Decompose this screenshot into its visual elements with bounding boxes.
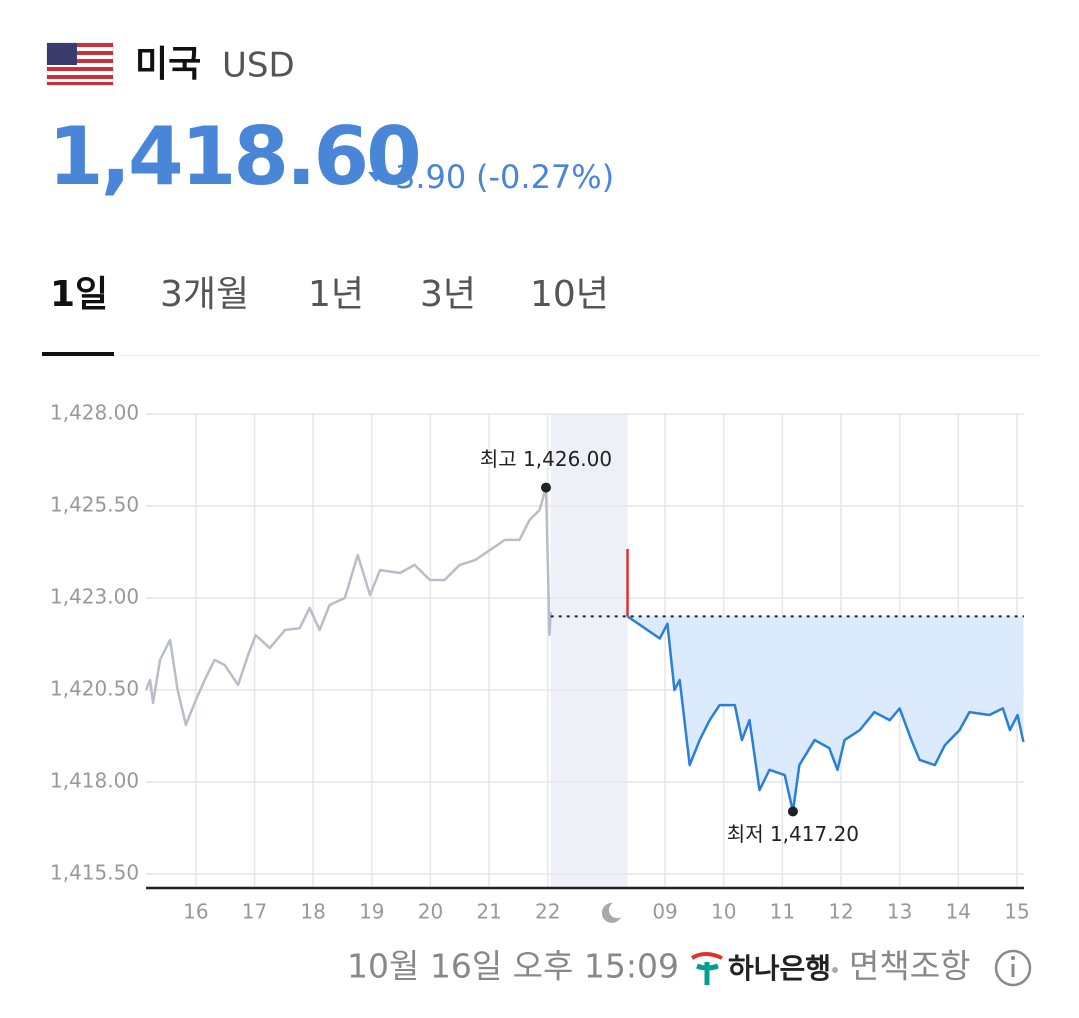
- x-tick-label: 09: [652, 900, 677, 924]
- change-pct: (-0.27%): [476, 158, 614, 196]
- x-tick-label: 11: [770, 900, 795, 924]
- y-tick-label: 1,418.00: [50, 769, 139, 793]
- tab[interactable]: 1년: [308, 274, 364, 315]
- disclaimer[interactable]: 면책조항: [849, 947, 970, 986]
- x-tick-label: 21: [476, 900, 501, 924]
- night-band: [550, 414, 628, 888]
- bank: 하나은행: [728, 952, 831, 985]
- x-tick-label: 10: [711, 900, 736, 924]
- line: [144, 486, 552, 727]
- timestamp: 10월 16일 오후 15:09: [347, 947, 679, 986]
- x-tick-label: 18: [300, 900, 325, 924]
- y-tick-label: 1,420.50: [50, 677, 139, 701]
- annotation: 최저 1,417.20: [727, 822, 859, 846]
- y-tick-label: 1,428.00: [50, 401, 139, 425]
- flag: [46, 42, 114, 86]
- night-icon: [601, 902, 621, 923]
- x-tick-label: 19: [359, 900, 384, 924]
- change: 3.90: [395, 158, 466, 196]
- line: [626, 615, 1025, 813]
- x-tick-label: 16: [183, 900, 208, 924]
- y-tick-label: 1,425.50: [50, 493, 139, 517]
- country: 미국: [135, 44, 201, 85]
- tab-underline: [42, 352, 114, 356]
- x-tick-label: 20: [418, 900, 443, 924]
- tab[interactable]: 10년: [530, 274, 609, 315]
- chart: 1,428.00 1,425.50 1,423.00 1,420.50 1,418.00…: [50, 401, 1030, 924]
- price: 1,418.60: [48, 110, 419, 203]
- x-tick-label: 22: [535, 900, 560, 924]
- x-tick-label: 12: [828, 900, 853, 924]
- bank-logo: [690, 952, 723, 985]
- tab[interactable]: 1일: [50, 274, 108, 315]
- x-tick-label: 14: [946, 900, 971, 924]
- currency: USD: [222, 46, 295, 86]
- x-tick-label: 17: [242, 900, 267, 924]
- tabs: 1일 3개월 1년 3년 10년: [50, 274, 609, 315]
- extreme-marker: [540, 482, 551, 493]
- x-tick-label: 13: [887, 900, 912, 924]
- tab-rule: [42, 355, 1040, 356]
- x-tick-label: 15: [1004, 900, 1029, 924]
- info-icon[interactable]: [994, 949, 1032, 987]
- annotation: 최고 1,426.00: [480, 447, 612, 471]
- y-tick-label: 1,423.00: [50, 585, 139, 609]
- separator-dot: [832, 967, 838, 973]
- down-arrow: [368, 172, 384, 182]
- tab[interactable]: 3개월: [160, 274, 249, 315]
- extreme-marker: [787, 806, 798, 817]
- area: [627, 616, 1024, 812]
- y-tick-label: 1,415.50: [50, 861, 139, 885]
- tab[interactable]: 3년: [420, 274, 476, 315]
